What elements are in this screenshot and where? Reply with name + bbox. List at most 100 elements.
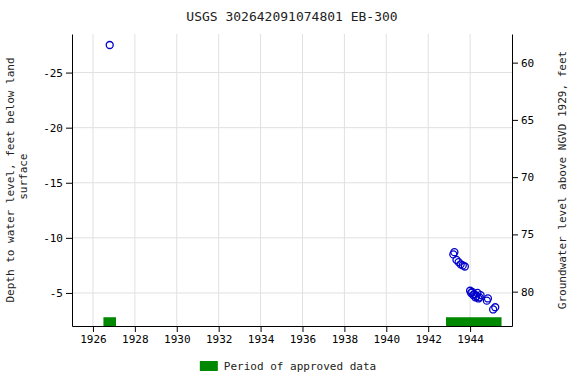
- grid-line-x: [428, 34, 429, 326]
- approved-period: [103, 317, 116, 326]
- grid-line-y: [72, 182, 512, 183]
- tick: -25: [43, 67, 72, 80]
- x-axis: 1926 1928 1930 1932 1934 1936 1938 1940 1942 1944: [73, 326, 513, 346]
- tick: 1926: [80, 326, 107, 346]
- tick-label: -15: [43, 177, 63, 190]
- tick-label: 1944: [457, 333, 484, 346]
- tick-mark: [386, 326, 387, 332]
- tick: 1936: [290, 326, 317, 346]
- tick-label: -20: [43, 122, 63, 135]
- legend-label: Period of approved data: [224, 360, 376, 373]
- marks: [103, 42, 501, 326]
- chart: 1926 1928 1930 1932 1934 1936 1938 1940 1942 1944…: [0, 0, 576, 384]
- grid-line-x: [92, 34, 93, 326]
- grid-line-y: [72, 292, 512, 293]
- tick-label: 60: [521, 57, 534, 70]
- legend-item: Period of approved data: [200, 360, 376, 373]
- scatter-point: [492, 304, 499, 311]
- tick-label: 1936: [290, 333, 317, 346]
- axis-line: [73, 326, 513, 327]
- tick: 1928: [122, 326, 149, 346]
- y-axis: -25 -20 -15 -10 -5: [43, 35, 72, 327]
- tick: 1938: [332, 326, 359, 346]
- tick: 75: [512, 228, 534, 241]
- tick: 1932: [206, 326, 233, 346]
- plot: 1926 1928 1930 1932 1934 1936 1938 1940 1942 1944…: [43, 34, 534, 346]
- tick-mark: [512, 63, 518, 64]
- tick: -5: [50, 287, 72, 300]
- tick-label: -5: [50, 287, 63, 300]
- tick-label: 1934: [248, 333, 275, 346]
- tick-label: 1928: [122, 333, 149, 346]
- tick: -20: [43, 122, 72, 135]
- grid-line-x: [386, 34, 387, 326]
- tick: -15: [43, 177, 72, 190]
- tick-mark: [135, 326, 136, 332]
- tick: 1940: [374, 326, 401, 346]
- tick-mark: [261, 326, 262, 332]
- grid-line-x: [218, 34, 219, 326]
- tick-mark: [219, 326, 220, 332]
- axis-line: [72, 35, 73, 327]
- grid-line-x: [260, 34, 261, 326]
- y2-axis: 60 65 70 75 80: [512, 35, 534, 327]
- grid: [72, 34, 512, 326]
- tick: 65: [512, 114, 534, 127]
- tick-label: -10: [43, 232, 63, 245]
- title: USGS 302642091074801 EB-300: [186, 9, 397, 24]
- tick-mark: [512, 292, 518, 293]
- tick-mark: [177, 326, 178, 332]
- y-axis-title: Depth to water level, feet below land su…: [4, 57, 30, 302]
- tick: 1934: [248, 326, 275, 346]
- tick-mark: [512, 234, 518, 235]
- tick-mark: [512, 120, 518, 121]
- grid-line-y: [72, 72, 512, 73]
- tick-label: 65: [521, 114, 534, 127]
- tick-mark: [302, 326, 303, 332]
- tick: 80: [512, 286, 534, 299]
- tick-mark: [66, 128, 72, 129]
- tick-mark: [66, 238, 72, 239]
- tick: 60: [512, 57, 534, 70]
- scatter-point: [461, 263, 468, 270]
- tick-mark: [344, 326, 345, 332]
- tick-label: 1942: [415, 333, 442, 346]
- grid-line-x: [176, 34, 177, 326]
- tick-mark: [428, 326, 429, 332]
- tick-label: 1926: [80, 333, 107, 346]
- grid-line-x: [302, 34, 303, 326]
- y2-axis-title: Groundwater level above NGVD 1929, feet: [556, 51, 569, 309]
- tick-label: 1940: [374, 333, 401, 346]
- tick: 1930: [164, 326, 191, 346]
- tick-label: 1932: [206, 333, 233, 346]
- tick: -10: [43, 232, 72, 245]
- tick-mark: [93, 326, 94, 332]
- grid-line-y: [72, 127, 512, 128]
- tick: 1944: [457, 326, 484, 346]
- scatter-point: [477, 292, 484, 299]
- tick-label: 1938: [332, 333, 359, 346]
- tick-label: 70: [521, 171, 534, 184]
- tick-label: 75: [521, 228, 534, 241]
- tick-label: 1930: [164, 333, 191, 346]
- tick: 1942: [415, 326, 442, 346]
- scatter-point: [106, 42, 113, 49]
- tick-mark: [66, 183, 72, 184]
- tick-mark: [512, 177, 518, 178]
- grid-line-x: [344, 34, 345, 326]
- grid-line-x: [134, 34, 135, 326]
- tick-label: 80: [521, 286, 534, 299]
- scatter-point: [451, 249, 458, 256]
- tick-mark: [66, 73, 72, 74]
- legend: Period of approved data: [200, 360, 376, 373]
- approved-period: [446, 317, 502, 326]
- legend-swatch: [200, 361, 218, 371]
- tick-label: -25: [43, 67, 63, 80]
- tick: 70: [512, 171, 534, 184]
- axis-line: [512, 35, 513, 327]
- tick-mark: [66, 293, 72, 294]
- tick-mark: [470, 326, 471, 332]
- grid-line-y: [72, 237, 512, 238]
- scatter-point: [484, 295, 491, 302]
- grid-line-x: [470, 34, 471, 326]
